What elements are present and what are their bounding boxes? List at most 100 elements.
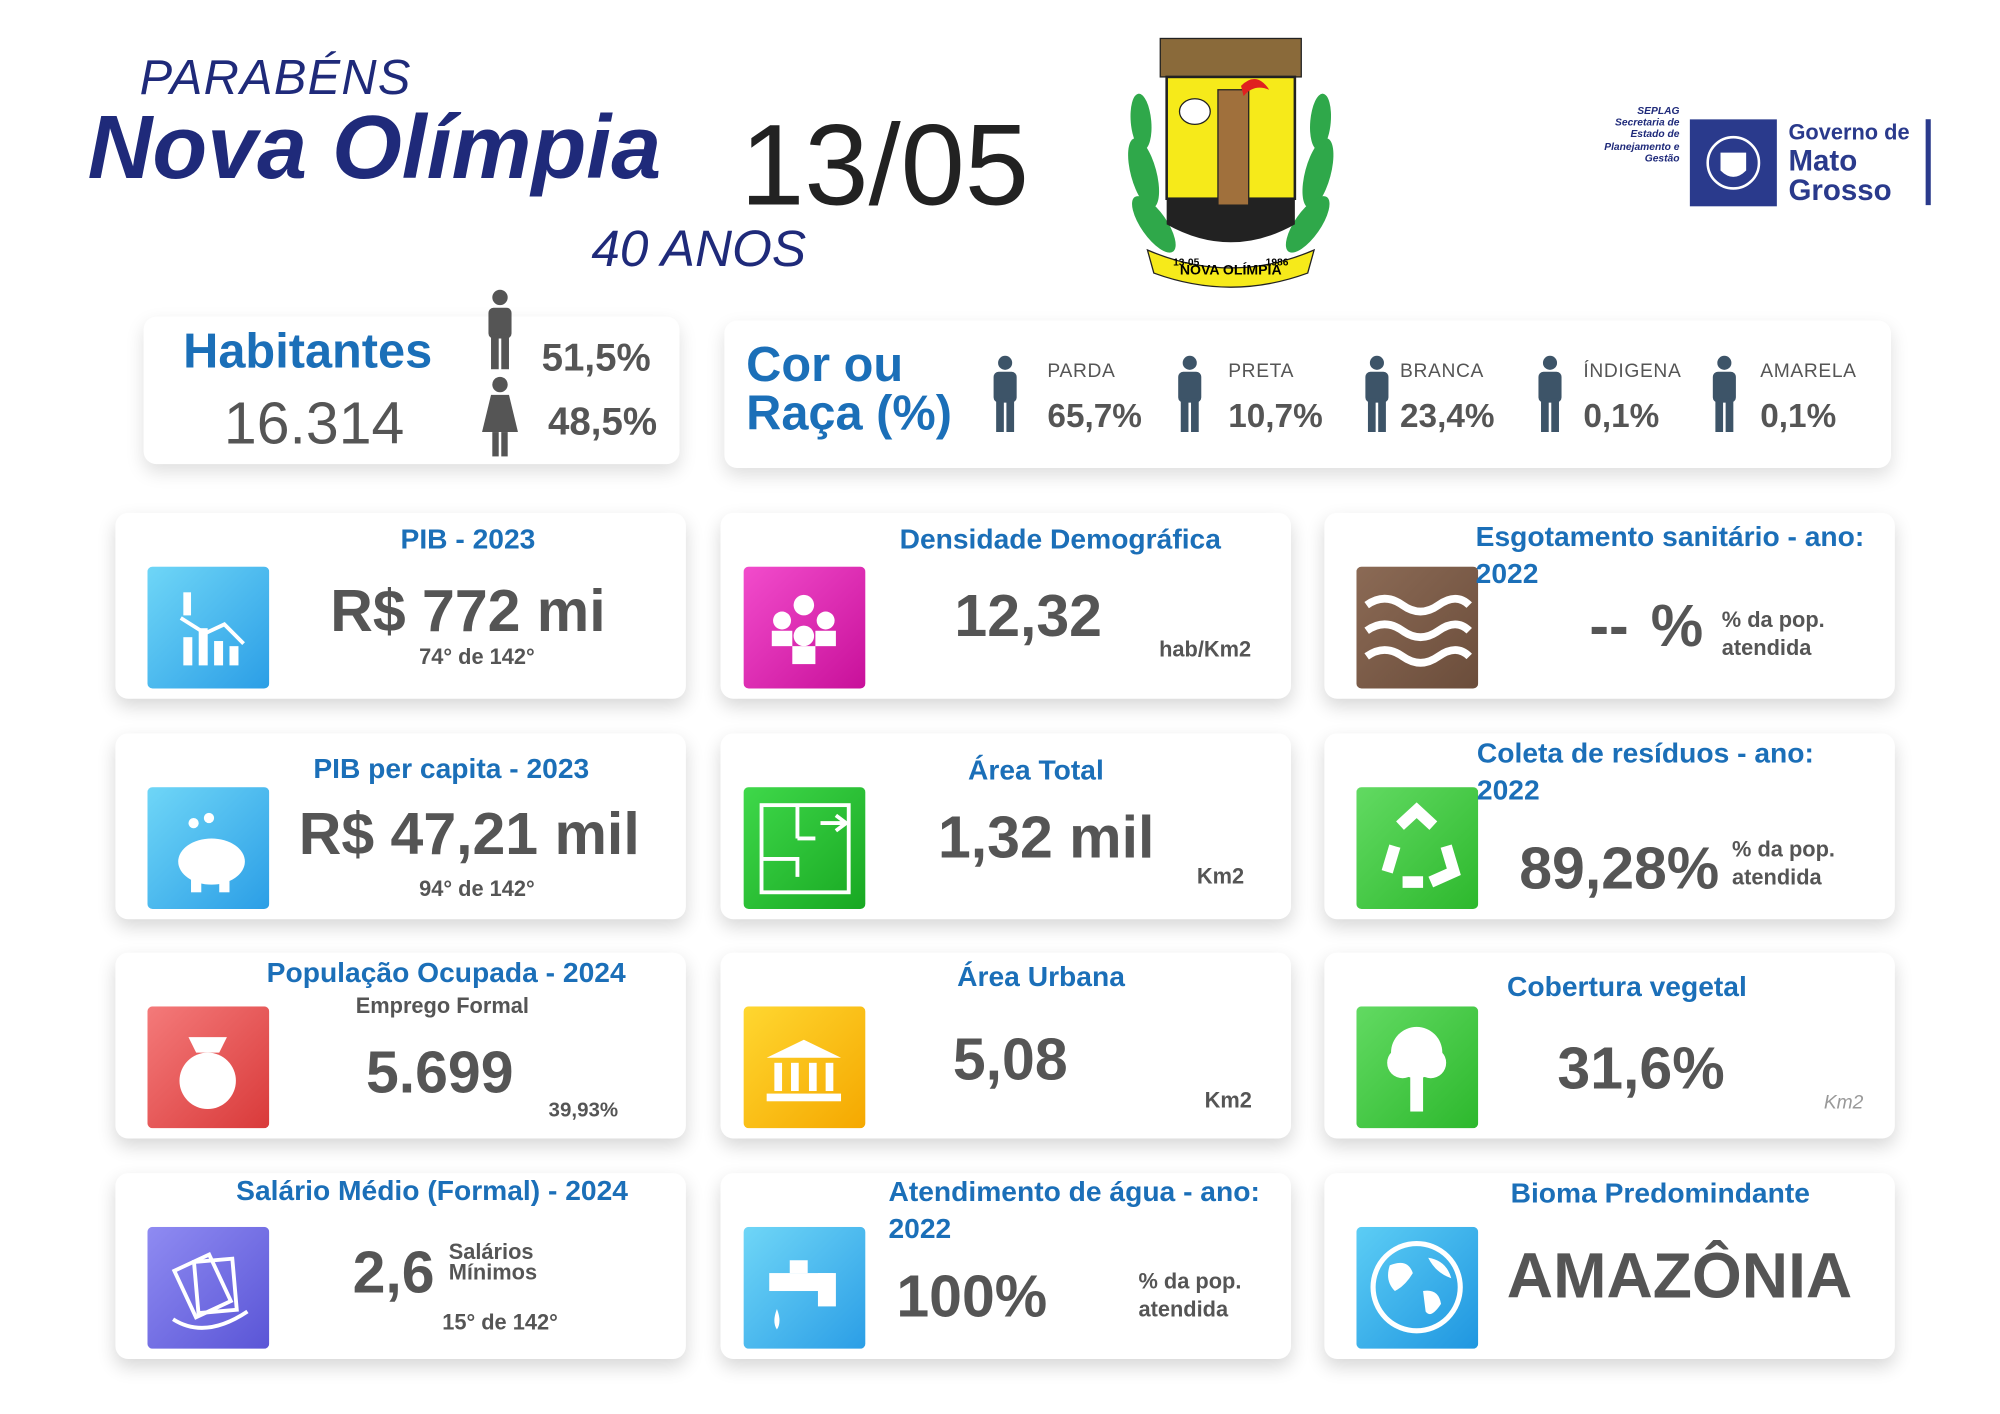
card-rank: 94° de 142°: [419, 876, 535, 902]
race-panel: [724, 320, 1892, 468]
person-glyph: [1712, 355, 1736, 433]
card-value: 5.699: [365, 1038, 514, 1106]
indicator-card: Cobertura vegetal 31,6% Km2: [1324, 952, 1895, 1139]
government-label: Governo de: [1788, 120, 1910, 145]
card-value: R$ 47,21 mil: [298, 799, 640, 867]
race-label: AMARELA: [1760, 360, 1857, 383]
icon-glyph: [1356, 787, 1479, 909]
agency-acronym: SEPLAG: [1637, 105, 1680, 117]
race-label: BRANCA: [1399, 360, 1484, 383]
card-title: Densidade Demográfica: [899, 523, 1221, 556]
card-icon: [743, 1006, 866, 1129]
card-icon: [147, 1006, 270, 1129]
female-share: 48,5%: [548, 401, 658, 444]
anniversary: 40 ANOS: [591, 221, 807, 278]
population-value: 16.314: [223, 389, 405, 457]
card-icon: [1356, 566, 1479, 689]
agency-block: SEPLAG Secretaria de Estado de Planejame…: [1590, 105, 1680, 164]
card-unit: Km2: [1204, 1088, 1252, 1113]
indicator-card: Bioma Predomindante AMAZÔNIA: [1324, 1173, 1895, 1359]
date: 13/05: [740, 101, 1029, 231]
race-label: ÍNDIGENA: [1583, 360, 1682, 383]
person-icon: [1535, 355, 1566, 438]
indicator-card: PIB - 2023 R$ 772 mi 74° de 142°: [115, 512, 686, 699]
state-name: Mato Grosso: [1788, 143, 1892, 207]
icon-glyph: [743, 1226, 866, 1349]
card-value: 89,28%: [1519, 834, 1720, 902]
card-value: 1,32 mil: [937, 803, 1155, 871]
icon-glyph: [743, 1006, 866, 1129]
icon-glyph: [147, 787, 270, 909]
card-subtitle: Emprego Formal: [355, 993, 529, 1018]
card-title: Coleta de resíduos - ano: 2022: [1476, 736, 1814, 806]
person-icon: [1174, 355, 1205, 438]
race-value: 10,7%: [1228, 396, 1323, 435]
logo-bar: [1925, 119, 1931, 206]
race-value: 0,1%: [1583, 396, 1660, 435]
crest-year: 1986: [1266, 257, 1289, 268]
card-value: R$ 772 mi: [330, 576, 606, 644]
icon-glyph: [1356, 1226, 1479, 1349]
person-glyph: [1365, 355, 1389, 433]
indicator-card: Salário Médio (Formal) - 2024 2,6 Salários…: [115, 1173, 686, 1359]
card-note: % da pop. atendida: [1138, 1269, 1242, 1322]
card-title: PIB - 2023: [400, 523, 536, 556]
card-title: Área Total: [967, 753, 1104, 786]
icon-glyph: [147, 1006, 270, 1129]
card-title: Cobertura vegetal: [1507, 970, 1747, 1003]
card-icon: [1356, 787, 1479, 909]
card-title: Área Urbana: [957, 960, 1125, 993]
card-title: Bioma Predomindante: [1510, 1176, 1810, 1209]
indicator-card: Densidade Demográfica 12,32 hab/Km2: [720, 512, 1292, 699]
person-icon: [1709, 355, 1740, 438]
card-title: PIB per capita - 2023: [313, 752, 590, 785]
race-label: PARDA: [1047, 360, 1116, 383]
card-share: 39,93%: [548, 1099, 619, 1122]
card-note: % da pop. atendida: [1721, 607, 1825, 661]
card-rank: 15° de 142°: [442, 1310, 558, 1335]
agency-name: Secretaria de Estado de Planejamento e G…: [1604, 116, 1680, 164]
indicator-card: Área Urbana 5,08 Km2: [720, 952, 1292, 1139]
card-title: Esgotamento sanitário - ano: 2022: [1475, 520, 1865, 589]
population-title: Habitantes: [183, 324, 433, 379]
person-glyph: [1538, 355, 1562, 433]
population-panel: [143, 316, 680, 465]
card-icon: [147, 1226, 270, 1349]
state-seal: [1689, 119, 1777, 207]
female-icon: [482, 376, 518, 457]
indicator-card: Atendimento de água - ano: 2022 100% % da …: [720, 1173, 1292, 1359]
person-glyph: [993, 355, 1017, 433]
crest-date: 13-05: [1173, 257, 1200, 268]
card-unit: Km2: [1196, 864, 1245, 889]
icon-glyph: [1356, 1006, 1479, 1129]
icon-glyph: [743, 787, 866, 909]
card-rank: 74° de 142°: [419, 644, 535, 670]
icon-glyph: [147, 566, 270, 689]
card-icon: [147, 566, 270, 689]
card-value: 5,08: [952, 1025, 1068, 1093]
person-glyph: [1178, 355, 1202, 433]
card-value: 31,6%: [1557, 1034, 1725, 1102]
card-icon: [743, 787, 866, 909]
card-title: Salário Médio (Formal) - 2024: [236, 1174, 628, 1207]
indicator-card: População Ocupada - 2024 Emprego Formal 5.…: [115, 952, 686, 1139]
card-value: 100%: [896, 1262, 1048, 1330]
race-value: 23,4%: [1399, 396, 1495, 435]
person-icon: [990, 355, 1021, 438]
indicator-card: Coleta de resíduos - ano: 2022 89,28%% da…: [1324, 733, 1895, 920]
card-unit: hab/Km2: [1159, 637, 1252, 662]
indicator-card: PIB per capita - 2023 R$ 47,21 mil 94° de …: [115, 733, 686, 920]
card-value: 2,6: [352, 1238, 435, 1306]
card-value: --: [1589, 592, 1629, 659]
city-name: Nova Olímpia: [87, 97, 662, 198]
icon-glyph: [147, 1226, 270, 1349]
card-value: 12,32: [954, 582, 1103, 649]
icon-glyph: [743, 566, 866, 689]
card-icon: [1356, 1006, 1479, 1129]
card-icon: [743, 566, 866, 689]
indicator-card: Esgotamento sanitário - ano: 2022 --% % da…: [1324, 512, 1895, 699]
indicator-card: Área Total 1,32 mil Km2: [720, 733, 1292, 920]
card-title: População Ocupada - 2024: [266, 956, 626, 989]
